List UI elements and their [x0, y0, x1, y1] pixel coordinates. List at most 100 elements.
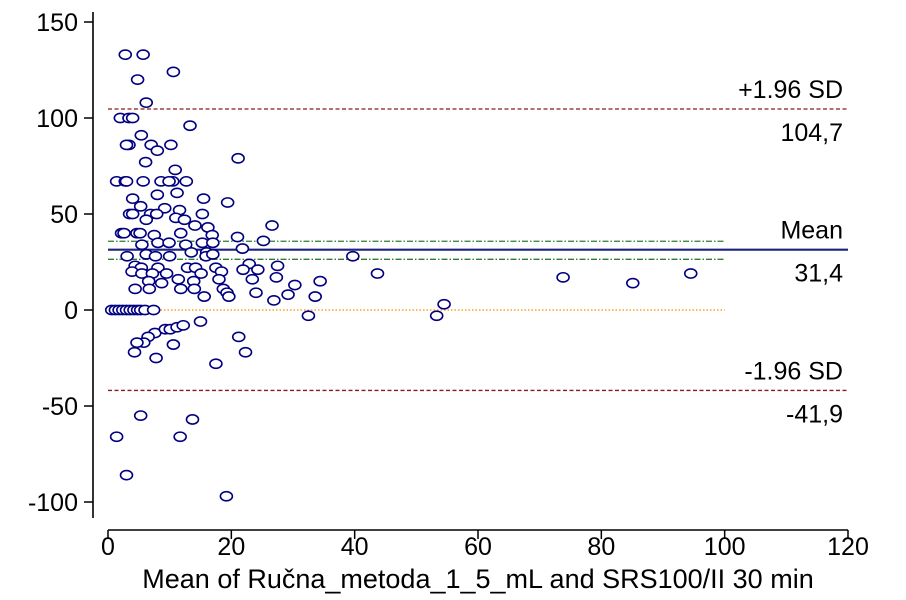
data-point — [209, 358, 223, 370]
data-point — [119, 139, 134, 151]
data-point — [166, 339, 181, 350]
data-point — [149, 208, 164, 220]
data-point — [139, 214, 154, 226]
data-point — [159, 268, 174, 279]
data-point — [193, 316, 208, 327]
data-point — [256, 235, 271, 247]
data-point — [128, 283, 142, 295]
data-point — [206, 237, 220, 249]
data-point — [556, 271, 570, 283]
data-point — [109, 431, 124, 443]
data-point — [187, 283, 202, 295]
data-point — [219, 490, 234, 502]
data-point — [206, 248, 220, 260]
data-point — [346, 250, 360, 262]
data-point — [177, 214, 192, 226]
data-point — [125, 112, 140, 124]
data-point — [212, 273, 226, 285]
data-point — [265, 220, 279, 231]
data-point — [136, 49, 150, 61]
data-point — [150, 145, 165, 157]
data-point — [230, 231, 245, 243]
data-point — [134, 129, 149, 141]
data-point — [173, 283, 188, 295]
y-tick-label: 100 — [36, 105, 78, 133]
data-point — [164, 139, 178, 151]
data-point — [231, 152, 245, 164]
data-point — [117, 227, 131, 239]
data-point — [267, 294, 281, 306]
data-point — [125, 193, 140, 205]
data-point — [120, 250, 134, 262]
data-point — [135, 239, 149, 251]
data-point — [236, 264, 250, 276]
reference-line-value: 104,7 — [780, 119, 843, 147]
data-point — [149, 352, 163, 364]
reference-line-labels: +1.96 SD 104,7 Mean 31,4 -1.96 SD -41,9 — [738, 76, 843, 428]
data-point — [249, 287, 263, 299]
x-tick-label: 60 — [464, 533, 492, 561]
data-point — [197, 291, 211, 302]
data-point — [429, 310, 444, 322]
data-point — [625, 277, 640, 289]
data-point — [184, 246, 199, 258]
data-point — [119, 175, 134, 187]
data-point — [238, 346, 253, 358]
data-point — [154, 277, 169, 289]
data-point — [173, 431, 187, 443]
data-point — [196, 193, 211, 205]
data-point — [125, 208, 140, 220]
reference-line-label: -1.96 SD — [744, 357, 843, 385]
x-tick-label: 100 — [704, 533, 746, 561]
data-point — [136, 175, 150, 187]
data-points — [104, 49, 698, 502]
data-point — [683, 268, 698, 279]
reference-line-label: Mean — [780, 217, 843, 245]
y-tick-label: -50 — [42, 393, 78, 421]
data-point — [183, 120, 197, 132]
x-tick-label: 0 — [101, 533, 115, 561]
data-point — [170, 187, 184, 199]
data-point — [142, 283, 157, 295]
reference-line-label: +1.96 SD — [738, 76, 843, 104]
data-point — [148, 250, 163, 262]
x-tick-label: 20 — [217, 533, 245, 561]
x-tick-label: 40 — [341, 533, 369, 561]
data-point — [301, 310, 316, 322]
data-point — [168, 164, 183, 176]
data-point — [222, 291, 236, 302]
data-point — [308, 291, 323, 302]
data-point — [138, 156, 153, 168]
data-point — [146, 304, 161, 316]
x-tick-label: 80 — [587, 533, 615, 561]
data-point — [162, 175, 176, 187]
reference-line-value: 31,4 — [794, 260, 843, 288]
data-point — [188, 220, 202, 231]
data-point — [133, 227, 147, 239]
data-point — [195, 208, 210, 220]
y-tick-label: 150 — [36, 9, 78, 37]
x-axis-ticks: 0 20 40 60 80 100 120 — [101, 530, 869, 561]
y-axis-ticks: 150 100 50 0 -50 -100 — [28, 9, 93, 517]
data-point — [370, 268, 385, 279]
y-tick-label: 50 — [50, 201, 78, 229]
data-point — [185, 414, 200, 425]
data-point — [166, 66, 181, 78]
data-point — [231, 331, 246, 343]
reference-lines — [108, 108, 848, 392]
y-tick-label: 0 — [64, 297, 78, 325]
data-point — [270, 260, 285, 272]
data-point — [130, 74, 145, 85]
data-point — [119, 469, 134, 481]
data-point — [437, 298, 451, 310]
data-point — [288, 279, 302, 291]
data-point — [281, 289, 295, 301]
data-point — [194, 268, 208, 279]
data-point — [313, 275, 327, 287]
data-point — [171, 273, 186, 285]
y-tick-label: -100 — [28, 489, 78, 517]
data-point — [133, 200, 148, 212]
data-point — [151, 237, 165, 249]
data-point — [162, 250, 177, 262]
data-point — [173, 227, 188, 239]
